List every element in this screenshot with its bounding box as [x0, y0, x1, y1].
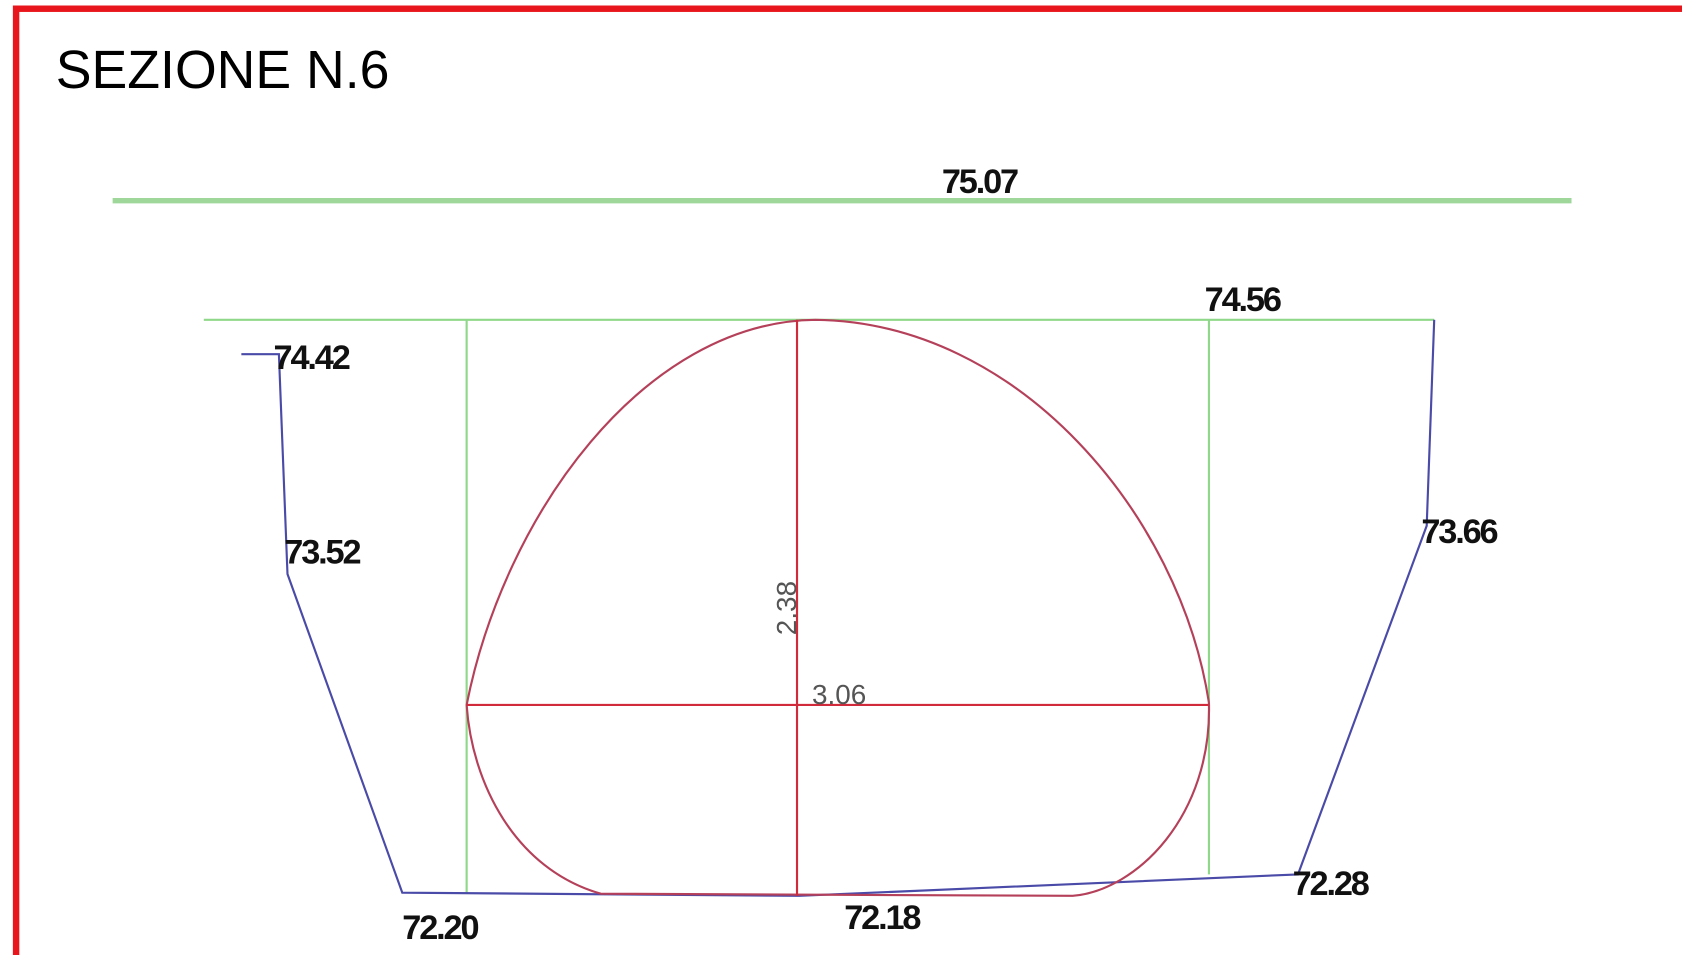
level-label: 74.42: [274, 339, 350, 377]
title: SEZIONE N.6: [56, 40, 390, 100]
level-label: 72.20: [402, 909, 478, 947]
level-label: 72.18: [844, 899, 921, 937]
level-label: 74.56: [1205, 281, 1281, 319]
dimension-label: 2.38: [771, 581, 802, 635]
level-label: 73.52: [284, 533, 360, 571]
level-label: 72.28: [1293, 865, 1370, 903]
level-label: 75.07: [942, 163, 1018, 201]
dimension-label: 3.06: [812, 679, 866, 710]
level-label: 73.66: [1421, 513, 1497, 551]
frame: [12, 5, 1682, 955]
terrain-profile: [241, 319, 1436, 897]
culvert-section: [465, 318, 1211, 897]
